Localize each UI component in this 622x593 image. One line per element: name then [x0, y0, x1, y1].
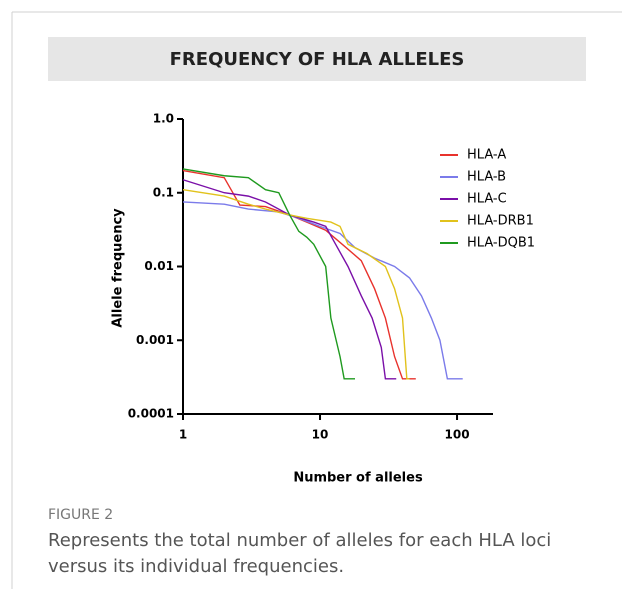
chart-title: FREQUENCY OF HLA ALLELES: [170, 49, 465, 70]
x-tick-label: 10: [312, 428, 329, 442]
series-line: [182, 168, 355, 380]
y-tick-label: 0.1: [153, 185, 174, 199]
legend-label: HLA-A: [467, 148, 506, 163]
caption: Represents the total number of alleles f…: [48, 530, 552, 577]
x-tick-label: 100: [445, 428, 470, 442]
y-tick-label: 0.01: [144, 259, 174, 273]
legend-label: HLA-C: [467, 192, 507, 207]
series-line: [182, 189, 410, 380]
figure-label: FIGURE 2: [48, 507, 113, 523]
y-tick-label: 1.0: [153, 112, 174, 126]
legend-label: HLA-DRB1: [467, 214, 534, 229]
y-axis-label: Allele frequency: [111, 208, 126, 328]
caption-box: Represents the total number of alleles f…: [48, 530, 552, 577]
series-line: [182, 169, 416, 380]
x-tick-label: 1: [179, 428, 187, 442]
x-axis-label: Number of alleles: [293, 471, 423, 486]
legend-label: HLA-B: [467, 170, 506, 185]
y-tick-label: 0.0001: [128, 407, 174, 421]
series-line: [182, 179, 397, 380]
title-banner: [48, 37, 586, 81]
legend-label: HLA-DQB1: [467, 236, 535, 251]
y-tick-label: 0.001: [136, 333, 174, 347]
